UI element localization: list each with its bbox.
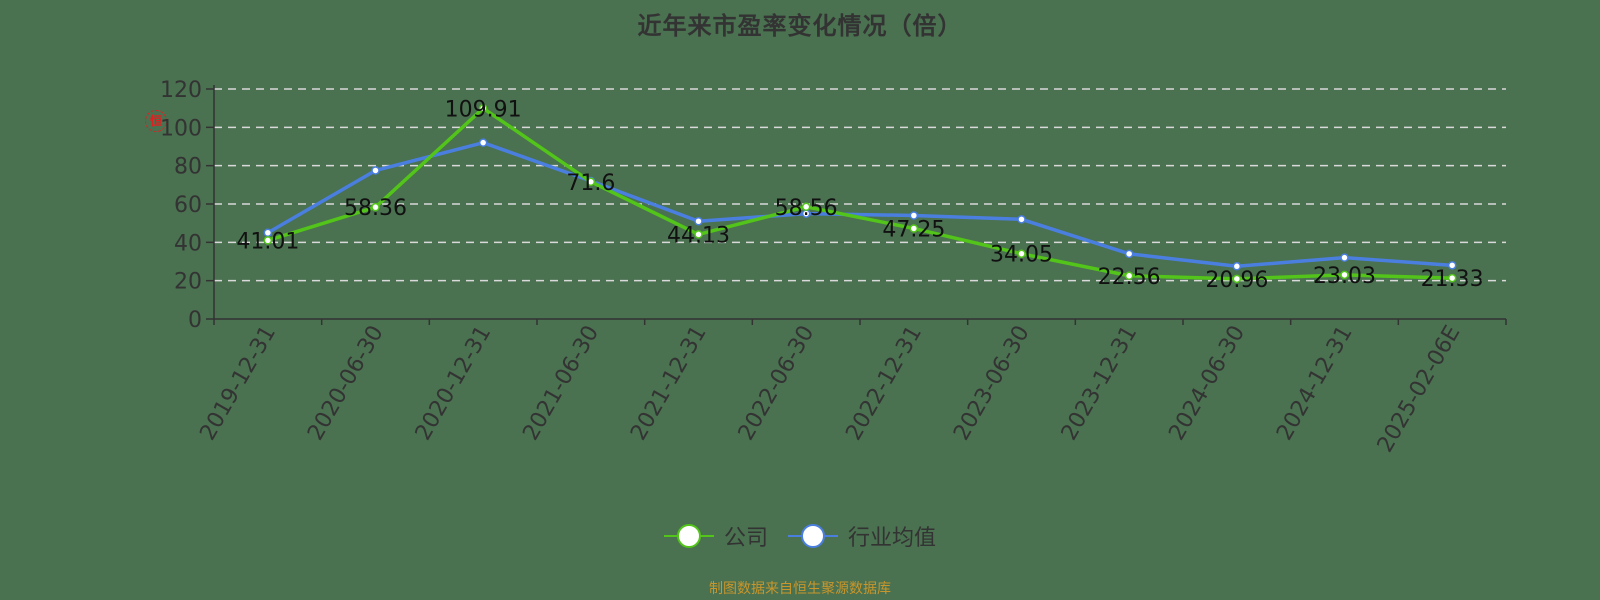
y-tick-label: 100 [160, 116, 202, 141]
y-tick-label: 20 [174, 270, 202, 295]
data-label: 23.03 [1313, 264, 1376, 289]
x-tick-label: 2024-12-31 [1272, 322, 1358, 445]
y-tick-label: 60 [174, 193, 202, 218]
y-axis: 0 20 40 60 80 100 120 [160, 78, 215, 333]
data-point-marker[interactable] [263, 236, 273, 245]
y-tick-label: 80 [174, 155, 202, 180]
x-tick-label: 2020-12-31 [411, 321, 497, 444]
x-tick-label: 2022-12-31 [841, 321, 927, 444]
data-point-marker[interactable] [1447, 273, 1457, 283]
y-tick-label: 40 [174, 231, 202, 256]
data-point-marker[interactable] [694, 217, 703, 226]
data-point-marker[interactable] [586, 177, 596, 187]
x-tick-label: 2020-06-30 [303, 322, 389, 445]
data-label: 34.05 [990, 243, 1053, 268]
data-point-marker[interactable] [478, 104, 488, 113]
data-point-marker[interactable] [1124, 271, 1134, 281]
data-label: 109.91 [445, 97, 522, 122]
company-line-marker-icon [663, 524, 714, 548]
data-labels: 41.01 58.36 109.91 71.6 44.13 58.56 47.25 34.05… [236, 97, 1483, 292]
x-tick-label: 2021-06-30 [518, 322, 604, 445]
data-label: 21.33 [1421, 267, 1484, 292]
watermark-stamp-icon: 恒 [145, 110, 167, 132]
data-label: 58.56 [775, 196, 838, 221]
y-tick-label: 0 [188, 308, 202, 333]
series-lines [263, 104, 1457, 284]
data-point-marker[interactable] [1340, 270, 1349, 280]
grid-lines [214, 88, 1506, 282]
x-tick-label: 2023-12-31 [1057, 322, 1143, 445]
legend-item-industry[interactable]: 行业均值 [788, 520, 936, 552]
data-point-marker[interactable] [1447, 261, 1457, 270]
data-label: 47.25 [882, 217, 945, 242]
x-tick-label: 2025-02-06E [1373, 322, 1466, 457]
data-point-marker[interactable] [694, 230, 703, 239]
industry-series-line [266, 140, 1453, 269]
data-point-marker[interactable] [909, 224, 919, 233]
x-tick-label: 2021-12-31 [626, 322, 712, 445]
y-tick-label: 120 [160, 78, 202, 103]
x-tick-label: 2024-06-30 [1164, 322, 1250, 445]
data-point-marker[interactable] [1017, 249, 1026, 258]
x-tick-label: 2022-06-30 [734, 322, 820, 445]
data-point-marker[interactable] [371, 202, 380, 212]
data-point-marker[interactable] [909, 211, 919, 220]
data-point-marker[interactable] [1232, 274, 1242, 284]
legend-label-industry: 行业均值 [848, 526, 937, 551]
legend-item-company[interactable]: 公司 [663, 520, 768, 552]
data-point-marker[interactable] [1340, 253, 1349, 262]
data-label: 58.36 [344, 196, 407, 221]
data-label: 22.56 [1098, 265, 1161, 290]
company-series-line [267, 106, 1453, 281]
data-label: 20.96 [1205, 268, 1268, 293]
data-point-marker[interactable] [801, 202, 811, 212]
x-axis: 2019-12-31 2020-06-30 2020-12-31 2021-06-30… [195, 318, 1507, 457]
data-point-marker[interactable] [371, 166, 380, 175]
data-label: 44.13 [667, 223, 730, 248]
data-label: 71.6 [566, 171, 615, 196]
data-point-marker[interactable] [1017, 215, 1026, 224]
data-point-marker[interactable] [1124, 249, 1134, 259]
data-point-marker[interactable] [478, 138, 488, 147]
x-tick-label: 2019-12-31 [195, 322, 281, 445]
data-point-marker[interactable] [1232, 262, 1242, 271]
legend: 公司 行业均值 [0, 520, 1600, 552]
industry-line-marker-icon [788, 524, 838, 548]
legend-label-company: 公司 [723, 526, 768, 551]
chart-title: 近年来市盈率变化情况（倍） [637, 12, 963, 40]
x-tick-label: 2023-06-30 [949, 322, 1035, 445]
data-label: 41.01 [236, 229, 299, 254]
source-note: 制图数据来自恒生聚源数据库 [709, 581, 891, 597]
